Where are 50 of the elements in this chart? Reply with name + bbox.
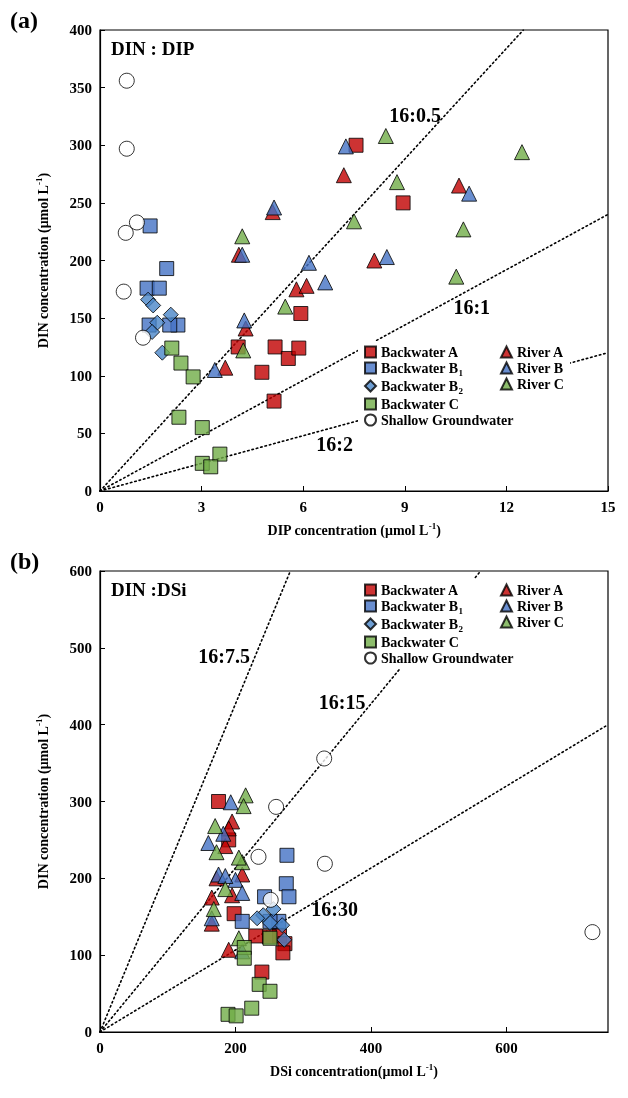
series-label: 16:1	[453, 295, 491, 318]
x-tick-label: 15	[600, 498, 616, 515]
legend-label: Backwater A	[381, 582, 460, 598]
series-label: 16:15	[318, 691, 366, 714]
x-tick-label: 0	[96, 1039, 104, 1056]
series-label: 16:30	[311, 897, 358, 920]
y-tick-label: 150	[69, 310, 92, 327]
legend-label: River A	[517, 344, 564, 360]
chart-title: DIN : DIP	[111, 38, 195, 59]
y-tick-label: 300	[69, 793, 92, 810]
series-label: 16:7.5	[198, 644, 250, 667]
legend-label: River C	[517, 614, 564, 630]
y-tick-label: 400	[69, 22, 92, 38]
y-tick-label: 300	[69, 137, 92, 154]
legend-label: Shallow Groundwater	[381, 412, 514, 428]
x-tick-label: 6	[299, 498, 308, 515]
y-tick-label: 600	[69, 563, 92, 579]
y-tick-label: 50	[77, 425, 92, 442]
y-tick-label: 250	[69, 194, 92, 211]
x-tick-label: 9	[401, 498, 409, 515]
legend-label: Backwater A	[381, 344, 460, 360]
y-tick-label: 200	[69, 870, 92, 887]
x-tick-label: 12	[498, 498, 514, 515]
y-axis-title: DIN concentration (μmol L-1)	[33, 172, 52, 349]
text: (a)	[10, 7, 38, 33]
legend-label: Backwater C	[381, 396, 459, 412]
legend-label: River B	[517, 598, 564, 614]
x-tick-label: 0	[96, 498, 104, 515]
y-tick-label: 500	[69, 639, 92, 656]
y-tick-label: 100	[69, 367, 92, 384]
legend-label: Shallow Groundwater	[381, 650, 514, 666]
legend-label: River C	[517, 376, 564, 392]
y-tick-label: 100	[69, 947, 92, 964]
legend-label: Backwater C	[381, 634, 459, 650]
legend-label: River B	[517, 360, 564, 376]
x-tick-label: 200	[224, 1039, 247, 1056]
x-tick-label: 600	[495, 1039, 518, 1056]
y-tick-label: 400	[69, 716, 92, 733]
chart-title: DIN :DSi	[111, 579, 187, 600]
y-tick-label: 200	[69, 252, 92, 269]
x-tick-label: 400	[359, 1039, 383, 1056]
text: (b)	[10, 548, 40, 574]
legend-label: River A	[517, 582, 564, 598]
y-tick-label: 0	[84, 483, 92, 499]
y-tick-label: 350	[69, 79, 92, 96]
y-axis-title: DIN concentration (μmol L-1)	[33, 713, 52, 890]
series-label: 16:0.5	[389, 103, 441, 126]
series-label: 16:2	[316, 432, 353, 455]
y-tick-label: 0	[84, 1024, 92, 1040]
x-tick-label: 3	[197, 498, 206, 515]
